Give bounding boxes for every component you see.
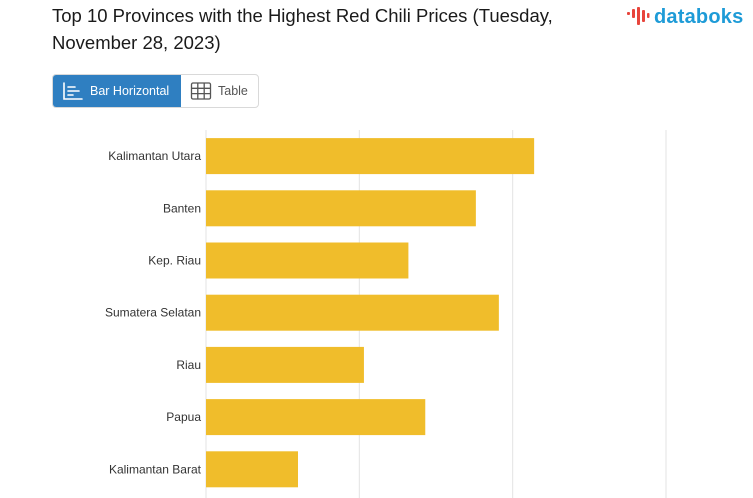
view-toggle: Bar Horizontal Table (52, 74, 259, 108)
category-label: Kalimantan Utara (108, 149, 201, 163)
bar[interactable] (206, 399, 426, 436)
bar[interactable] (206, 294, 499, 331)
databoks-logo-icon (627, 7, 650, 25)
bar-chart: Kalimantan Utara Banten Kep. Riau Sumatera … (105, 130, 667, 498)
table-icon (190, 82, 212, 100)
brand-name: databoks (654, 5, 744, 28)
bar[interactable] (206, 451, 298, 488)
category-label: Kep. Riau (148, 254, 201, 268)
bar-horizontal-label: Bar Horizontal (90, 84, 170, 98)
page-title: Top 10 Provinces with the Highest Red Ch… (52, 5, 553, 53)
bar[interactable] (206, 242, 409, 279)
category-label: Papua (166, 410, 201, 424)
bar-horizontal-button[interactable]: Bar Horizontal (53, 75, 181, 107)
bar[interactable] (206, 138, 535, 175)
category-label: Banten (163, 201, 201, 215)
category-label: Riau (176, 358, 201, 372)
bar-chart-icon (63, 82, 83, 100)
bar[interactable] (206, 190, 476, 227)
brand-logo[interactable]: databoks (626, 4, 743, 30)
bar[interactable] (206, 346, 364, 383)
category-label: Sumatera Selatan (105, 306, 201, 320)
table-label: Table (218, 84, 248, 98)
table-button[interactable]: Table (181, 75, 257, 107)
category-label: Kalimantan Barat (109, 462, 202, 476)
